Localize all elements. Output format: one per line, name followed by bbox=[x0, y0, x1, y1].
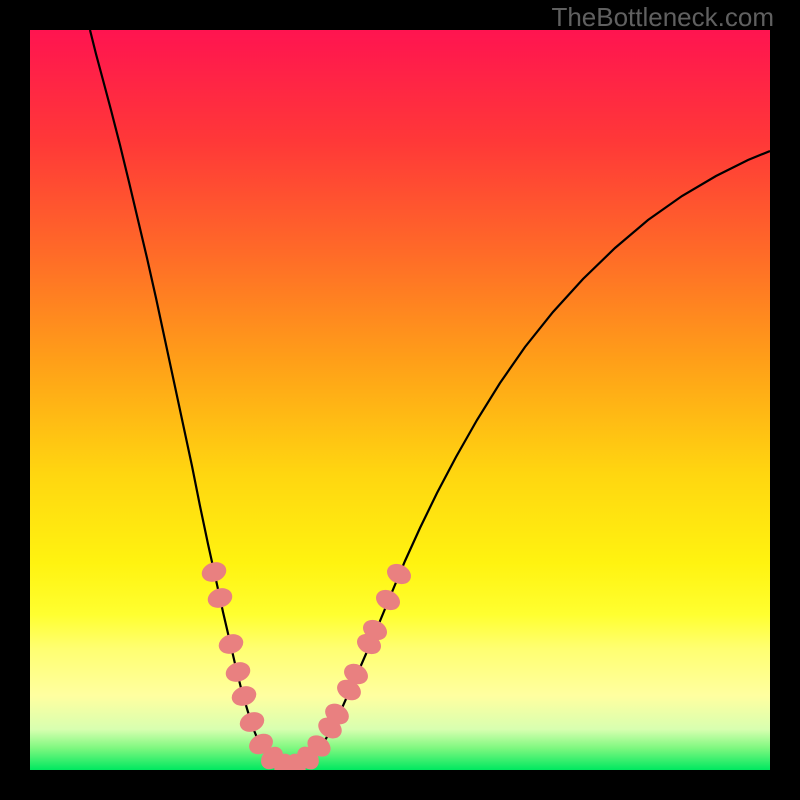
plot-background bbox=[30, 30, 770, 770]
chart-frame: TheBottleneck.com bbox=[0, 0, 800, 800]
chart-svg bbox=[0, 0, 800, 800]
watermark-text: TheBottleneck.com bbox=[551, 2, 774, 33]
